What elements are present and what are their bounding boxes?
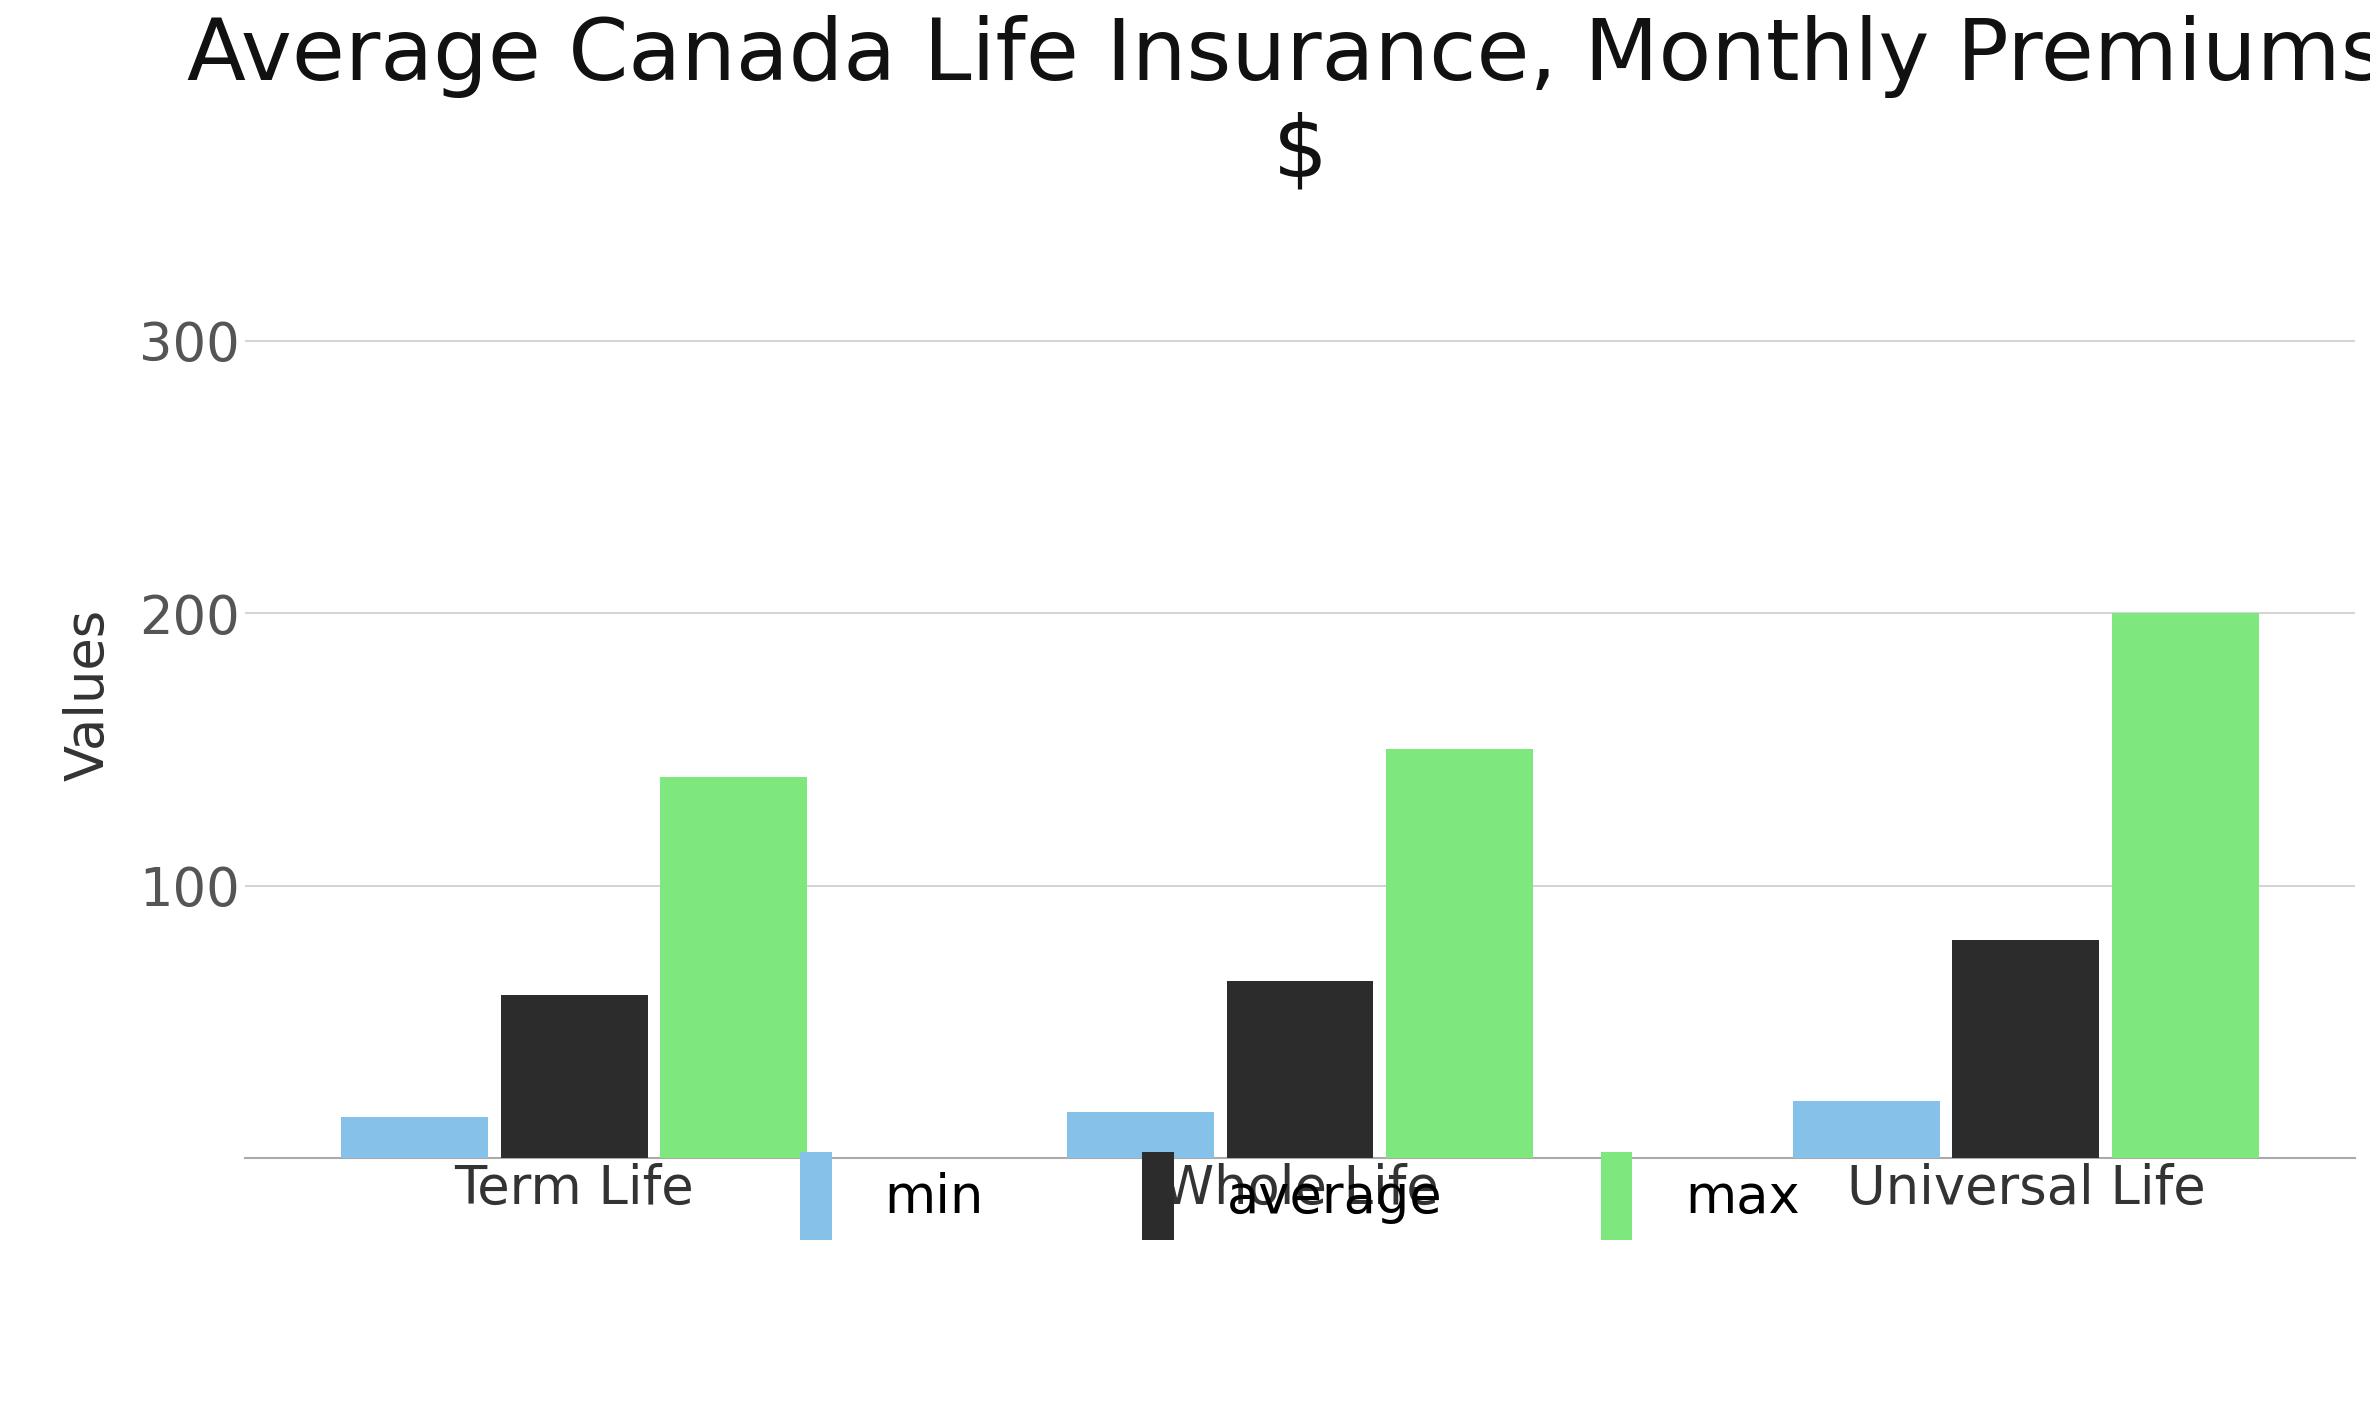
Legend: min, average, max: min, average, max xyxy=(780,1131,1820,1261)
Bar xyxy=(500,994,647,1158)
Bar xyxy=(1066,1111,1213,1158)
Title: Average Canada Life Insurance, Monthly Premiums,
$: Average Canada Life Insurance, Monthly P… xyxy=(187,16,2370,193)
Bar xyxy=(1386,750,1533,1158)
Bar xyxy=(1228,981,1375,1158)
Bar xyxy=(661,777,808,1158)
Bar xyxy=(341,1117,488,1158)
Y-axis label: Values: Values xyxy=(62,609,114,781)
Bar xyxy=(2112,613,2259,1158)
Bar xyxy=(1792,1101,1939,1158)
Bar xyxy=(1953,940,2100,1158)
